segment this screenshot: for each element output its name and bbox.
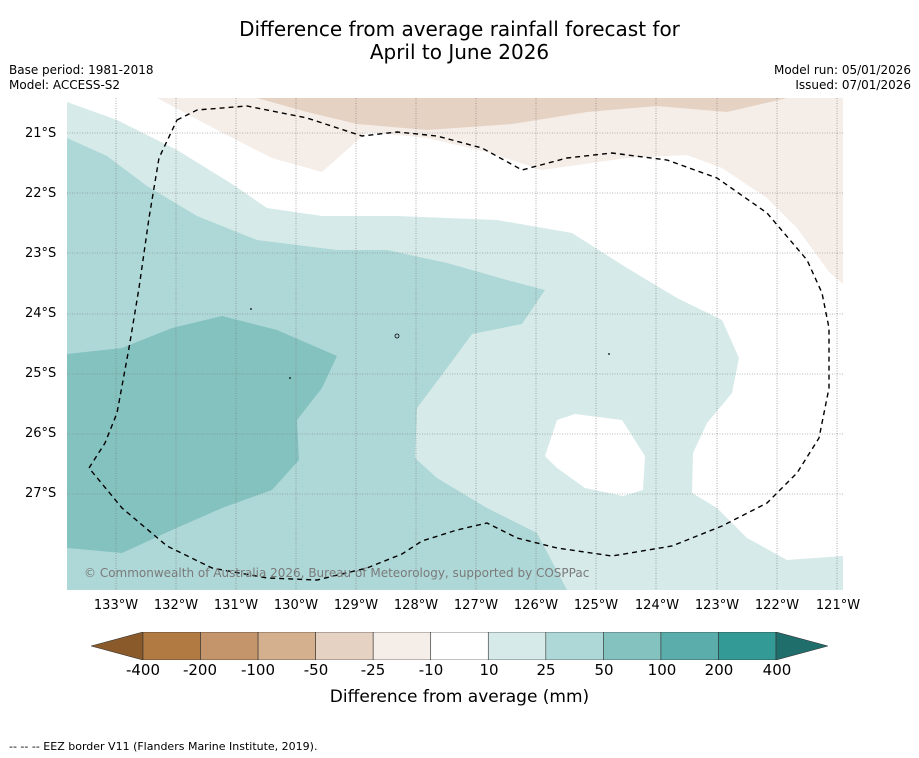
lon-label-127w: 127°W [453,598,499,613]
lon-label-131w: 131°W [213,598,259,613]
island-mark-1 [250,308,252,310]
cb-label-50: 50 [594,661,614,679]
cb-label-minus-200: -200 [182,661,218,679]
lat-label-26s: 26°S [25,426,57,441]
model-run: Model run: 05/01/2026 [773,63,911,77]
cb-label-minus-50: -50 [303,661,329,679]
title-line-1: Difference from average rainfall forecas… [239,17,680,41]
cb-label-25: 25 [536,661,556,679]
lon-label-121w: 121°W [815,598,861,613]
cb-label-minus-100: -100 [240,661,276,679]
colorbar-extend-high [775,632,828,660]
issued-date: Issued: 07/01/2026 [795,78,911,92]
island-mark-4 [608,353,610,355]
cb-label-minus-10: -10 [418,661,444,679]
lon-label-132w: 132°W [153,598,199,613]
lat-label-22s: 22°S [25,186,57,201]
rainfall-map [67,98,843,590]
colorbar [91,632,828,660]
colorbar-segment [257,632,316,660]
meta-right: Model run: 05/01/2026 Issued: 07/01/2026 [774,63,911,93]
cb-label-10: 10 [479,661,499,679]
cb-label-minus-400: -400 [125,661,161,679]
map-title: Difference from average rainfall forecas… [0,18,919,64]
colorbar-segment [718,632,777,660]
lon-label-130w: 130°W [273,598,319,613]
model-name: Model: ACCESS-S2 [9,78,121,92]
colorbar-segment [200,632,259,660]
lon-label-122w: 122°W [754,598,800,613]
meta-left: Base period: 1981-2018 Model: ACCESS-S2 [9,63,154,93]
island-mark-3 [394,333,400,339]
lon-label-133w: 133°W [93,598,139,613]
lon-label-125w: 125°W [573,598,619,613]
colorbar-segment [372,632,432,660]
colorbar-segment [603,632,662,660]
base-period: Base period: 1981-2018 [9,63,154,77]
eez-footnote: -- -- -- EEZ border V11 (Flanders Marine… [9,740,318,753]
title-line-2: April to June 2026 [369,40,550,64]
colorbar-segment [430,632,489,660]
lat-label-21s: 21°S [25,126,57,141]
colorbar-segment [545,632,604,660]
lon-label-129w: 129°W [333,598,379,613]
colorbar-segment [142,632,201,660]
cb-label-minus-25: -25 [360,661,386,679]
cb-label-400: 400 [762,661,792,679]
lat-label-25s: 25°S [25,366,57,381]
cb-label-200: 200 [704,661,734,679]
copyright-text: © Commonwealth of Australia 2026, Bureau… [84,566,590,580]
lat-label-23s: 23°S [25,246,57,261]
colorbar-segment [660,632,719,660]
colorbar-segment [315,632,374,660]
colorbar-extend-low [91,632,144,660]
dry-region-10-25 [157,98,843,284]
lat-label-24s: 24°S [25,306,57,321]
neutral-pocket [545,414,645,496]
longitude-gridlines [115,98,838,590]
eez-border [88,105,830,581]
latitude-gridlines [67,132,843,495]
island-mark-2 [289,377,291,379]
lon-label-128w: 128°W [393,598,439,613]
colorbar-segment [487,632,547,660]
lon-label-123w: 123°W [694,598,740,613]
lat-label-27s: 27°S [25,486,57,501]
dry-region-25-50 [257,98,787,130]
cb-label-100: 100 [647,661,677,679]
colorbar-title: Difference from average (mm) [329,687,590,707]
lon-label-126w: 126°W [513,598,559,613]
lon-label-124w: 124°W [634,598,680,613]
